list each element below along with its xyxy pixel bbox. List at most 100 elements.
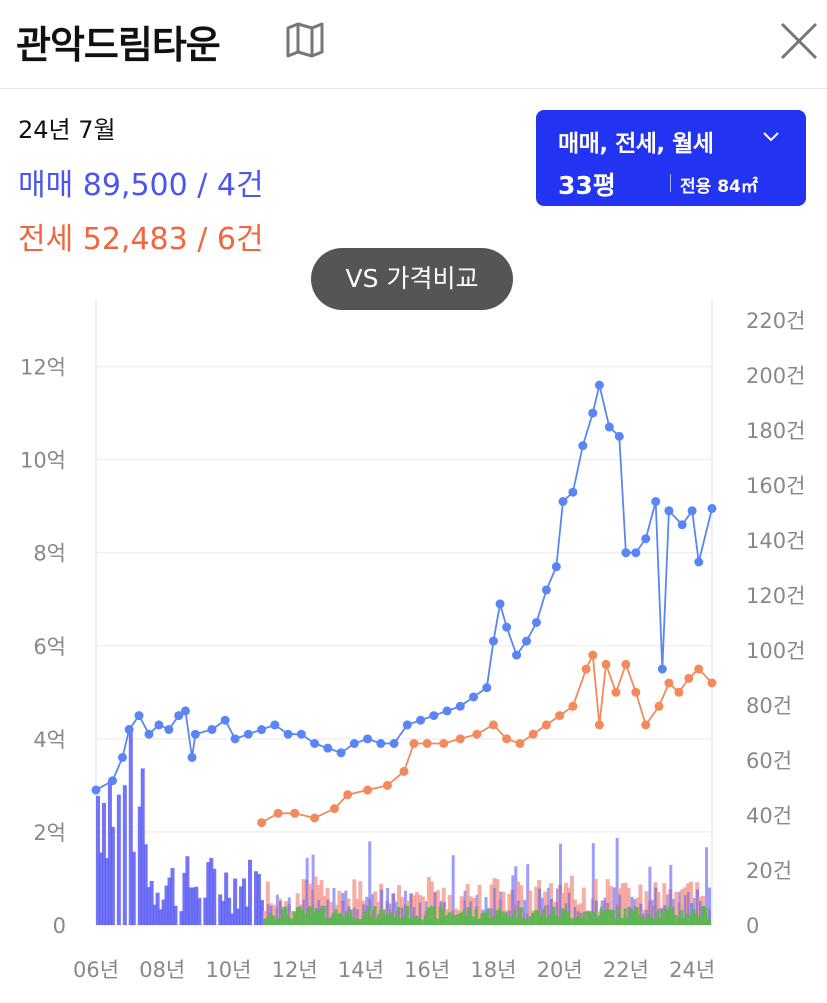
data-point: [531, 618, 541, 627]
volume-bar-sale: [253, 871, 258, 925]
volume-bar-sale: [639, 903, 643, 925]
data-point: [578, 441, 588, 451]
volume-bar-rent: [265, 917, 270, 925]
volume-bar-rent: [420, 919, 425, 925]
volume-bar-rent: [301, 910, 306, 925]
data-point: [614, 431, 624, 441]
volume-bar-rent: [510, 916, 515, 925]
volume-bar-rent: [450, 914, 455, 925]
volume-bar-rent: [590, 912, 595, 925]
data-point: [641, 720, 651, 730]
data-point: [651, 497, 661, 506]
volume-bar-jeonse: [414, 892, 419, 925]
volume-bar-sale: [149, 880, 154, 925]
volume-bar-sale: [368, 841, 372, 925]
volume-bar-sale: [511, 875, 515, 925]
volume-bar-rent: [686, 913, 691, 925]
volume-bar-rent: [459, 912, 464, 925]
x-tick-label: 24년: [669, 958, 715, 982]
volume-bar-rent: [322, 905, 327, 925]
data-point: [389, 739, 399, 748]
data-point: [677, 520, 687, 530]
volume-bar-jeonse: [477, 884, 482, 925]
volume-bar-jeonse: [507, 893, 512, 925]
volume-bar-sale: [173, 905, 178, 925]
volume-bar-rent: [316, 908, 321, 925]
volume-bar-rent: [638, 914, 643, 925]
volume-bar-sale: [155, 892, 160, 925]
volume-bar-rent: [486, 908, 491, 925]
volume-bar-rent: [566, 911, 571, 925]
volume-bar-sale: [143, 844, 148, 925]
volume-bar-rent: [662, 909, 667, 925]
data-point: [558, 497, 568, 506]
y-right-tick-label: 200건: [746, 364, 805, 388]
data-point: [283, 729, 293, 739]
map-icon[interactable]: [284, 22, 326, 58]
volume-bar-rent: [474, 909, 479, 925]
data-point: [144, 729, 154, 739]
volume-bar-sale: [386, 887, 390, 925]
volume-bar-rent: [572, 917, 577, 925]
volume-bar-rent: [277, 918, 282, 925]
volume-bar-sale: [236, 908, 241, 925]
data-point: [429, 711, 439, 721]
volume-bar-rent: [498, 908, 503, 925]
y-right-tick-label: 160건: [746, 474, 805, 498]
volume-bar-rent: [435, 918, 440, 925]
data-point: [124, 725, 134, 735]
volume-bar-rent: [698, 917, 703, 925]
data-point: [117, 752, 127, 762]
volume-bar-sale: [648, 866, 652, 925]
y-right-tick-label: 220건: [746, 309, 805, 333]
data-point: [541, 720, 551, 730]
volume-bar-rent: [319, 909, 324, 925]
volume-bar-rent: [611, 910, 616, 925]
volume-bar-sale: [401, 907, 405, 925]
vs-compare-button[interactable]: VS 가격비교: [311, 248, 513, 310]
volume-bar-rent: [307, 906, 312, 925]
trade-filter-button[interactable]: 매매, 전세, 월세 33평 전용 84㎡: [536, 110, 806, 206]
data-point: [495, 599, 505, 609]
volume-bar-sale: [128, 727, 133, 925]
volume-bar-rent: [376, 917, 381, 925]
volume-bar-rent: [432, 906, 437, 925]
price-chart: 0 2억 4억 6억 8억 10억 12억 0 20건 40건 60건 80건 100건 120건 140건…: [20, 300, 805, 982]
volume-bar-jeonse: [358, 881, 363, 925]
x-tick-label: 06년: [73, 958, 119, 982]
volume-bar-rent: [441, 909, 446, 925]
volume-bar-rent: [689, 915, 694, 925]
volume-bar-sale: [392, 893, 396, 925]
divider: [670, 174, 671, 192]
data-point: [588, 650, 598, 660]
data-point: [707, 678, 717, 688]
volume-bar-rent: [680, 909, 685, 925]
volume-bar-sale: [612, 887, 616, 925]
volume-bar-sale: [705, 847, 709, 925]
data-point: [568, 701, 578, 711]
volume-bar-sale: [212, 868, 217, 925]
x-tick-label: 18년: [470, 958, 516, 982]
volume-bar-sale: [158, 909, 163, 925]
volume-bar-sale: [332, 888, 336, 925]
volume-bar-sale: [684, 895, 688, 925]
volume-bar-rent: [489, 918, 494, 925]
data-point: [290, 808, 300, 818]
volume-bar-sale: [107, 780, 112, 925]
volume-bar-rent: [444, 915, 449, 925]
volume-bar-rent: [367, 906, 372, 925]
data-point: [180, 706, 190, 716]
data-point: [422, 739, 432, 748]
volume-bar-sale: [311, 854, 315, 925]
volume-bar-sale: [651, 899, 655, 925]
volume-bar-sale: [451, 855, 455, 925]
volume-bar-rent: [417, 918, 422, 925]
volume-bar-rent: [453, 914, 458, 925]
volume-bar-rent: [671, 909, 676, 925]
volume-bar-jeonse: [397, 884, 402, 925]
volume-bar-rent: [397, 906, 402, 925]
volume-bar-sale: [116, 794, 121, 925]
volume-bar-rent: [483, 912, 488, 925]
volume-bar-rent: [328, 919, 333, 925]
close-icon[interactable]: [776, 18, 822, 64]
